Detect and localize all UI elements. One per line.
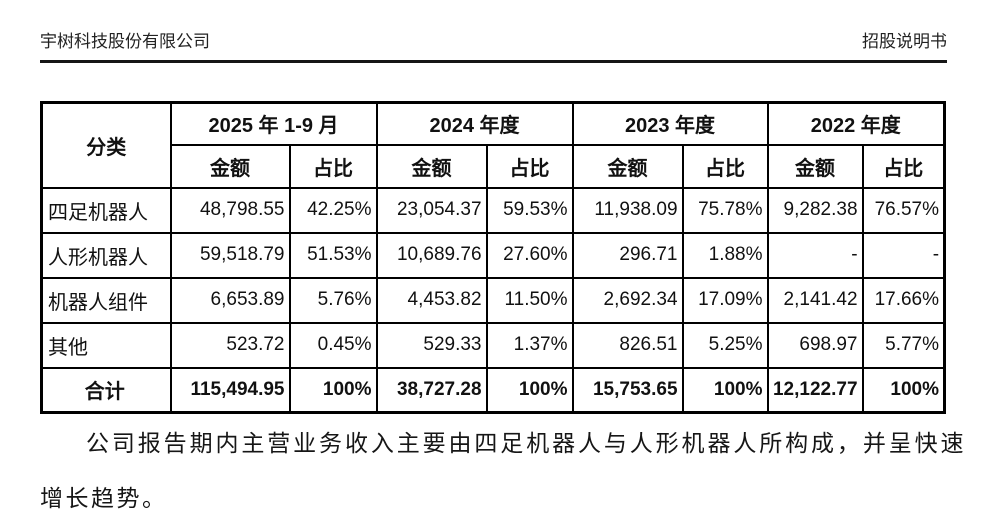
value-cell: 42.25% <box>288 186 378 234</box>
total-label-cell: 合计 <box>40 366 172 414</box>
header-row-periods: 分类 2025 年 1-9 月 2024 年度 2023 年度 2022 年度 <box>40 101 946 189</box>
value-cell: 523.72 <box>169 321 291 369</box>
value-cell: 17.09% <box>681 276 769 324</box>
period-header-2022: 2022 年度 <box>766 101 946 146</box>
value-cell: 1.37% <box>485 321 574 369</box>
value-cell: 48,798.55 <box>169 186 291 234</box>
total-value-cell: 115,494.95 <box>169 366 291 414</box>
value-cell: 59.53% <box>485 186 574 234</box>
ratio-header: 占比 <box>485 143 574 189</box>
value-cell: 11,938.09 <box>571 186 684 234</box>
total-value-cell: 100% <box>681 366 769 414</box>
company-name: 宇树科技股份有限公司 <box>40 32 210 51</box>
value-cell: - <box>766 231 864 279</box>
total-value-cell: 100% <box>288 366 378 414</box>
category-cell: 机器人组件 <box>40 276 172 324</box>
value-cell: 9,282.38 <box>766 186 864 234</box>
value-cell: 59,518.79 <box>169 231 291 279</box>
value-cell: 5.25% <box>681 321 769 369</box>
value-cell: 11.50% <box>485 276 574 324</box>
total-value-cell: 12,122.77 <box>766 366 864 414</box>
value-cell: 826.51 <box>571 321 684 369</box>
period-header-2024: 2024 年度 <box>375 101 574 146</box>
table-row-other: 其他 523.72 0.45% 529.33 1.37% 826.51 5.25… <box>40 321 946 369</box>
table-row-quadruped: 四足机器人 48,798.55 42.25% 23,054.37 59.53% … <box>40 186 946 234</box>
value-cell: 75.78% <box>681 186 769 234</box>
value-cell: 0.45% <box>288 321 378 369</box>
table-row-components: 机器人组件 6,653.89 5.76% 4,453.82 11.50% 2,6… <box>40 276 946 324</box>
category-cell: 四足机器人 <box>40 186 172 234</box>
category-cell: 其他 <box>40 321 172 369</box>
body-paragraph: 公司报告期内主营业务收入主要由四足机器人与人形机器人所构成，并呈快速增长趋势。 <box>40 431 966 511</box>
value-cell: 27.60% <box>485 231 574 279</box>
category-cell: 人形机器人 <box>40 231 172 279</box>
value-cell: 2,692.34 <box>571 276 684 324</box>
value-cell: - <box>861 231 946 279</box>
value-cell: 296.71 <box>571 231 684 279</box>
amount-header: 金额 <box>375 143 488 189</box>
page-header: 宇树科技股份有限公司 招股说明书 <box>40 31 947 63</box>
amount-header: 金额 <box>766 143 864 189</box>
value-cell: 17.66% <box>861 276 946 324</box>
ratio-header: 占比 <box>681 143 769 189</box>
ratio-header: 占比 <box>861 143 946 189</box>
amount-header: 金额 <box>169 143 291 189</box>
value-cell: 6,653.89 <box>169 276 291 324</box>
value-cell: 23,054.37 <box>375 186 488 234</box>
revenue-table: 分类 2025 年 1-9 月 2024 年度 2023 年度 2022 年度 … <box>40 101 947 414</box>
period-header-2025: 2025 年 1-9 月 <box>169 101 378 146</box>
value-cell: 698.97 <box>766 321 864 369</box>
total-value-cell: 38,727.28 <box>375 366 488 414</box>
value-cell: 5.76% <box>288 276 378 324</box>
ratio-header: 占比 <box>288 143 378 189</box>
corner-header: 分类 <box>40 101 172 189</box>
value-cell: 5.77% <box>861 321 946 369</box>
table-row-humanoid: 人形机器人 59,518.79 51.53% 10,689.76 27.60% … <box>40 231 946 279</box>
total-value-cell: 100% <box>861 366 946 414</box>
table-row-total: 合计 115,494.95 100% 38,727.28 100% 15,753… <box>40 366 946 414</box>
value-cell: 51.53% <box>288 231 378 279</box>
amount-header: 金额 <box>571 143 684 189</box>
value-cell: 2,141.42 <box>766 276 864 324</box>
total-value-cell: 15,753.65 <box>571 366 684 414</box>
value-cell: 76.57% <box>861 186 946 234</box>
total-value-cell: 100% <box>485 366 574 414</box>
value-cell: 529.33 <box>375 321 488 369</box>
value-cell: 4,453.82 <box>375 276 488 324</box>
value-cell: 1.88% <box>681 231 769 279</box>
doc-type-label: 招股说明书 <box>862 32 947 51</box>
header-row-metrics: 金额 占比 金额 占比 金额 占比 金额 占比 <box>42 143 946 189</box>
period-header-2023: 2023 年度 <box>571 101 769 146</box>
value-cell: 10,689.76 <box>375 231 488 279</box>
